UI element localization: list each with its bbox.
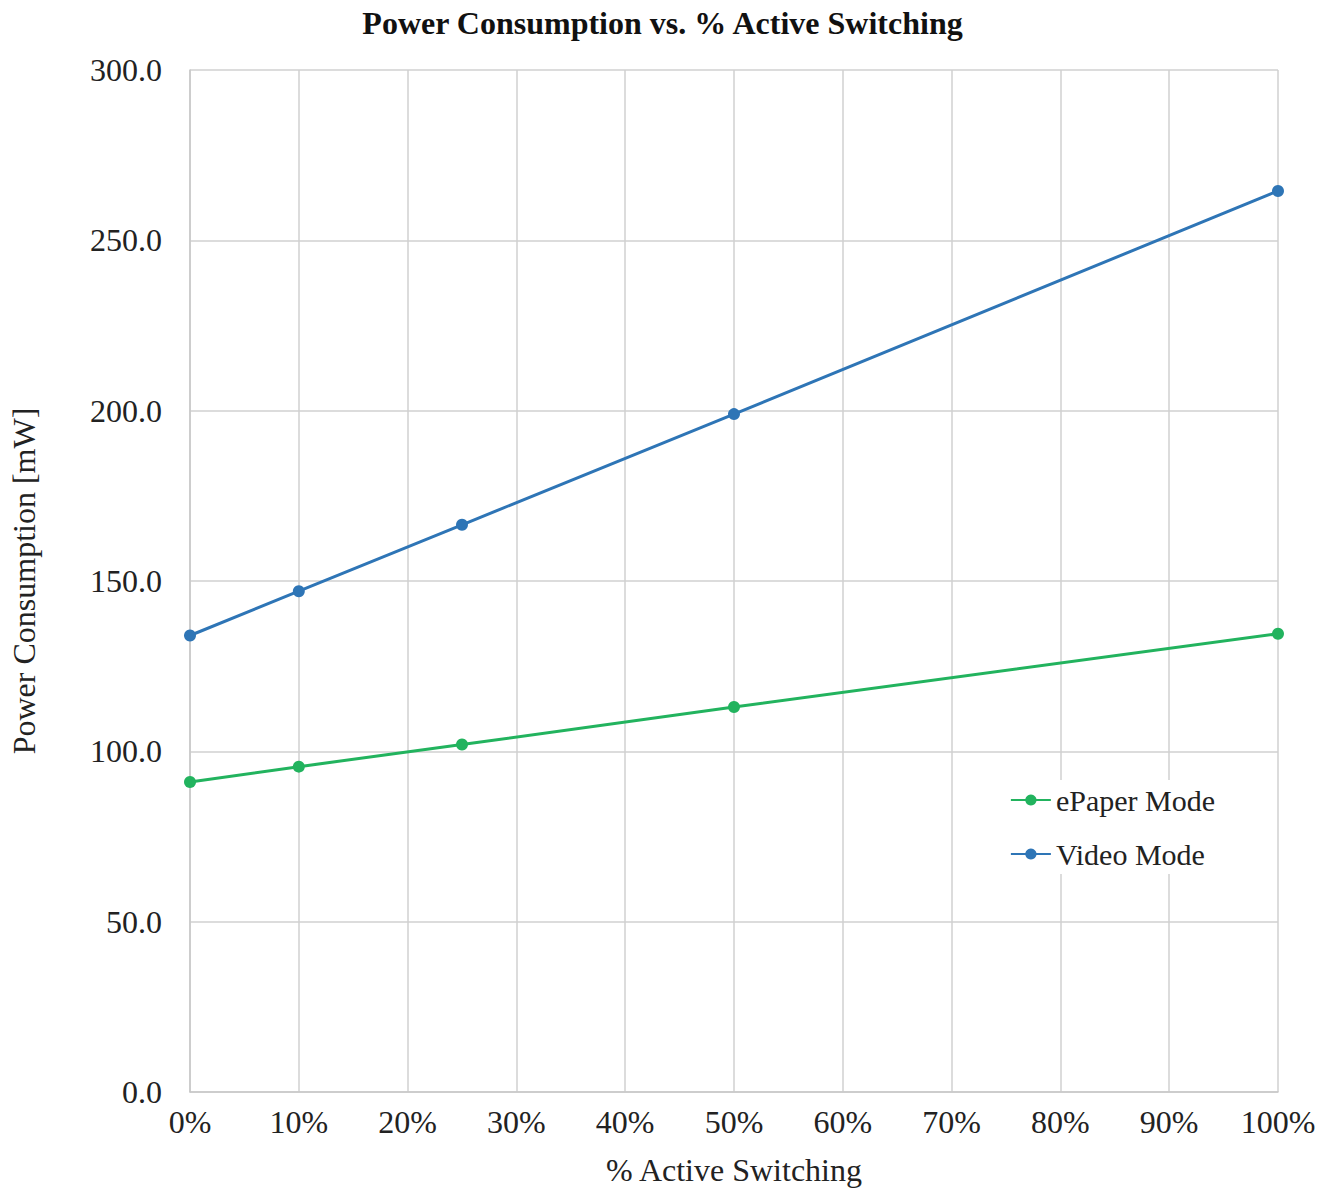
svg-text:40%: 40% [596, 1104, 655, 1140]
svg-text:0.0: 0.0 [122, 1074, 162, 1110]
svg-text:90%: 90% [1140, 1104, 1199, 1140]
svg-text:250.0: 250.0 [90, 222, 162, 258]
svg-text:300.0: 300.0 [90, 52, 162, 88]
svg-text:Power Consumption vs. % Active: Power Consumption vs. % Active Switching [362, 5, 962, 41]
svg-text:30%: 30% [487, 1104, 546, 1140]
svg-text:ePaper Mode: ePaper Mode [1056, 784, 1215, 817]
svg-text:100.0: 100.0 [90, 733, 162, 769]
svg-text:50%: 50% [705, 1104, 764, 1140]
svg-text:% Active Switching: % Active Switching [606, 1152, 862, 1188]
svg-text:10%: 10% [269, 1104, 328, 1140]
svg-text:20%: 20% [378, 1104, 437, 1140]
svg-text:Video Mode: Video Mode [1056, 838, 1205, 871]
svg-text:100%: 100% [1241, 1104, 1316, 1140]
svg-text:150.0: 150.0 [90, 563, 162, 599]
svg-text:60%: 60% [813, 1104, 872, 1140]
svg-text:200.0: 200.0 [90, 393, 162, 429]
svg-text:80%: 80% [1031, 1104, 1090, 1140]
svg-text:70%: 70% [922, 1104, 981, 1140]
svg-text:Power Consumption [mW]: Power Consumption [mW] [6, 408, 42, 755]
svg-text:50.0: 50.0 [106, 904, 162, 940]
svg-text:0%: 0% [169, 1104, 212, 1140]
